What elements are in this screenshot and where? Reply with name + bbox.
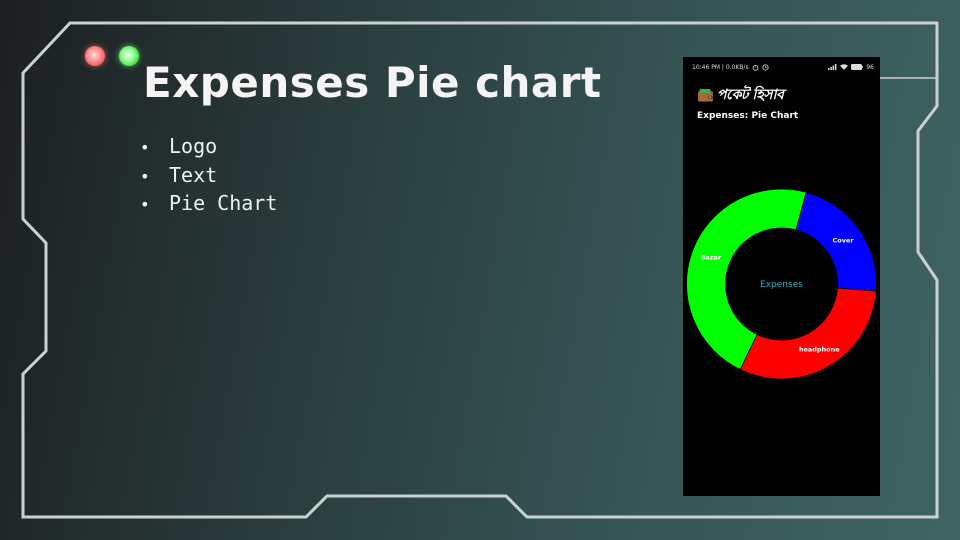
- battery-icon: [851, 64, 864, 70]
- green-window-dot: [119, 46, 139, 66]
- phone-screenshot: 10:46 PM | 0.0KB/s 96 পকেট হিসাব Expense…: [683, 57, 880, 496]
- bullet-text: Text: [169, 162, 218, 187]
- bullet-marker: •: [140, 195, 150, 214]
- bullet-item-logo: • Logo: [140, 132, 277, 161]
- pie-label-headphone: headphone: [799, 345, 840, 353]
- screen-title: Expenses: Pie Chart: [697, 111, 799, 121]
- alarm-icon: [752, 64, 758, 71]
- bullet-marker: •: [140, 138, 150, 157]
- battery-level: 96: [866, 63, 874, 71]
- pie-slice-bazar: [686, 188, 807, 371]
- bullet-item-text: • Text: [140, 161, 277, 190]
- app-logo: পকেট হিসাব: [697, 83, 784, 107]
- red-window-dot: [85, 46, 105, 66]
- status-time-speed: 10:46 PM | 0.0KB/s: [692, 63, 749, 71]
- bullet-text: Logo: [169, 134, 218, 158]
- chart-center-label: Expenses: [760, 280, 803, 290]
- bullet-item-pie-chart: • Pie Chart: [140, 189, 277, 218]
- bullet-marker: •: [140, 166, 150, 186]
- bullet-list: • Logo • Text • Pie Chart: [140, 132, 277, 218]
- pie-label-cover: Cover: [832, 236, 854, 244]
- slide-title: Expenses Pie chart: [143, 58, 602, 107]
- pie-label-bazar: Bazar: [700, 254, 722, 262]
- signal-icon: [828, 64, 837, 70]
- wallet-icon: [698, 89, 713, 102]
- clock-icon: [761, 63, 769, 71]
- pie-slice-headphone: [739, 287, 877, 380]
- bullet-text: Pie Chart: [169, 191, 278, 215]
- wifi-icon: [840, 64, 849, 70]
- status-bar: 10:46 PM | 0.0KB/s 96: [692, 62, 874, 72]
- expenses-donut-chart: Cover headphone Bazar Expenses: [686, 188, 877, 380]
- app-name: পকেট হিসাব: [717, 87, 784, 103]
